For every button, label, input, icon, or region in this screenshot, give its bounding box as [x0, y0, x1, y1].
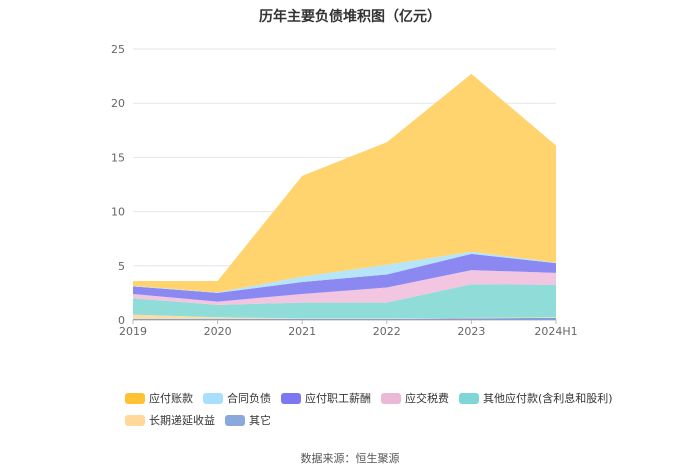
- x-tick-label: 2019: [119, 325, 147, 338]
- legend-swatch-accounts-payable: [125, 392, 145, 404]
- x-tick-label: 2023: [457, 325, 485, 338]
- legend-item-deferred-income[interactable]: 长期递延收益: [125, 412, 215, 428]
- area-series-5: [133, 251, 556, 293]
- y-tick-label: 15: [111, 151, 125, 164]
- chart-title: 历年主要负债堆积图（亿元）: [259, 9, 441, 25]
- legend-row-1: 应付账款 合同负债 应付职工薪酬 应交税费 其他应付款(含利息和股利): [125, 388, 613, 408]
- area-series-6: [133, 73, 556, 293]
- legend-swatch-taxes-payable: [381, 392, 401, 404]
- legend-label-taxes-payable: 应交税费: [405, 392, 449, 405]
- legend-item-payroll-payable[interactable]: 应付职工薪酬: [281, 390, 371, 406]
- area-layer: [133, 73, 556, 320]
- y-tick-label: 0: [118, 314, 125, 327]
- x-tick-label: 2020: [204, 325, 232, 338]
- legend-item-other[interactable]: 其它: [225, 412, 271, 428]
- x-tick-label: 2024H1: [534, 325, 577, 338]
- legend-label-payroll-payable: 应付职工薪酬: [305, 392, 371, 405]
- legend-label-accounts-payable: 应付账款: [149, 392, 193, 405]
- legend-swatch-deferred-income: [125, 414, 145, 426]
- area-series-2: [133, 284, 556, 319]
- legend-swatch-other: [225, 414, 245, 426]
- y-tick-label: 25: [111, 43, 125, 56]
- area-series-1: [133, 314, 556, 319]
- legend-swatch-payroll-payable: [281, 392, 301, 404]
- area-series-3: [133, 270, 556, 305]
- legend-swatch-contract-liabilities: [203, 392, 223, 404]
- legend-label-contract-liabilities: 合同负债: [227, 392, 271, 405]
- axis-layer: 0 5 10 15 20 25 2019 2020 2021 2022 2023 2024H1: [111, 43, 578, 338]
- legend-swatch-other-payables: [459, 392, 479, 404]
- legend-item-accounts-payable[interactable]: 应付账款: [125, 390, 193, 406]
- legend-item-other-payables[interactable]: 其他应付款(含利息和股利): [459, 390, 613, 406]
- area-series-4: [133, 253, 556, 302]
- legend: 应付账款 合同负债 应付职工薪酬 应交税费 其他应付款(含利息和股利) 长期递延…: [125, 388, 613, 432]
- legend-item-contract-liabilities[interactable]: 合同负债: [203, 390, 271, 406]
- legend-label-other-payables: 其他应付款(含利息和股利): [483, 392, 613, 405]
- data-source: 数据来源：恒生聚源: [300, 452, 400, 465]
- y-tick-label: 10: [111, 206, 125, 219]
- y-tick-label: 20: [111, 97, 125, 110]
- legend-label-other: 其它: [249, 414, 271, 427]
- legend-item-taxes-payable[interactable]: 应交税费: [381, 390, 449, 406]
- x-tick-label: 2021: [288, 325, 316, 338]
- legend-row-2: 长期递延收益 其它: [125, 410, 595, 430]
- area-series-0: [133, 317, 556, 320]
- y-tick-label: 5: [118, 260, 125, 273]
- x-tick-label: 2022: [373, 325, 401, 338]
- legend-label-deferred-income: 长期递延收益: [149, 414, 215, 427]
